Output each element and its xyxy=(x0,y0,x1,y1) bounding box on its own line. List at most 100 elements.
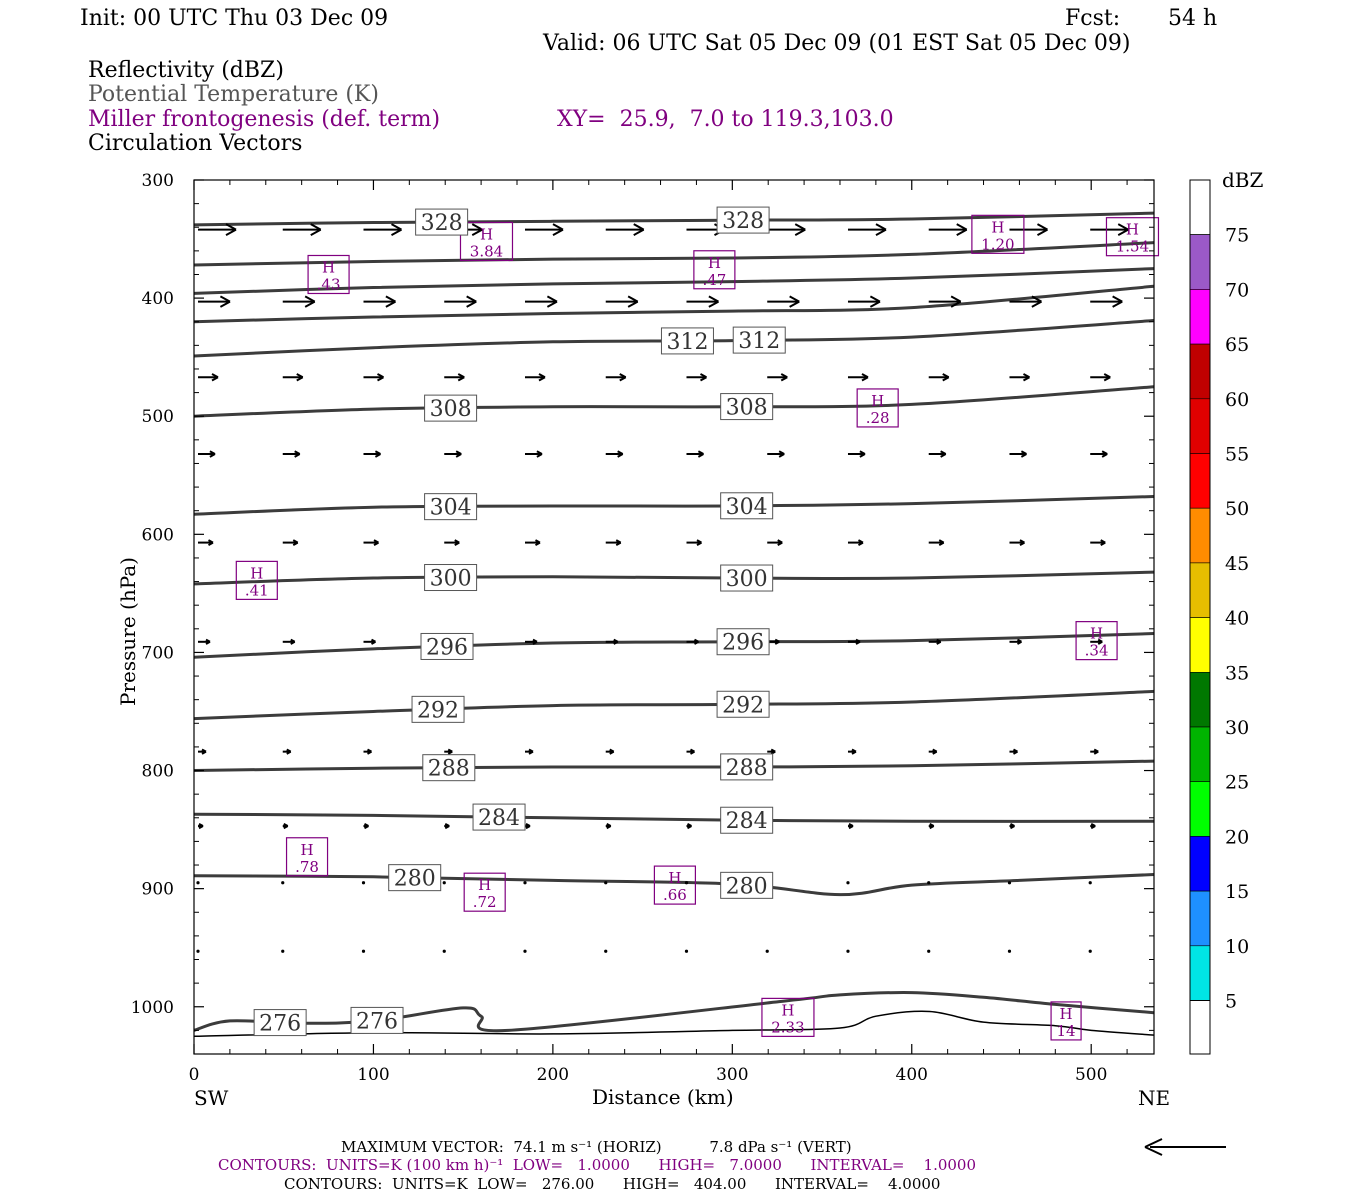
circulation-vector xyxy=(605,539,622,546)
circulation-vector xyxy=(1009,373,1030,382)
circulation-vector xyxy=(198,295,231,308)
theta-contour-label: 300 xyxy=(424,564,478,592)
theta-contour-label: 288 xyxy=(422,754,476,782)
circulation-vector xyxy=(1009,223,1048,236)
circulation-vector xyxy=(363,373,384,382)
theta-contour-label: 312 xyxy=(660,327,714,355)
frontogenesis-high: H.41 xyxy=(235,560,278,600)
y-tick-label: 400 xyxy=(142,289,174,309)
circulation-vector xyxy=(605,223,645,236)
svg-text:312: 312 xyxy=(666,330,708,355)
theta-contour-label: 288 xyxy=(720,753,774,781)
circulation-vector xyxy=(524,748,534,755)
theta-contour-296 xyxy=(194,632,1154,659)
x-tick-label: 0 xyxy=(189,1065,200,1085)
theta-contour-328 xyxy=(194,211,1154,227)
y-tick-label: 700 xyxy=(142,643,174,663)
colorbar-label: 55 xyxy=(1225,444,1249,466)
circulation-vector xyxy=(196,949,200,953)
circulation-vector xyxy=(1007,949,1012,953)
svg-text:288: 288 xyxy=(726,756,768,781)
svg-text:.28: .28 xyxy=(866,409,890,427)
frontogenesis-high: H.72 xyxy=(463,872,506,912)
circulation-vector xyxy=(524,539,541,546)
theta-contour-292 xyxy=(194,689,1154,721)
theta-contour-label: 308 xyxy=(720,393,774,421)
circulation-vector xyxy=(363,822,369,830)
colorbar-swatch xyxy=(1189,726,1211,783)
circulation-vector xyxy=(363,539,379,546)
plot-frame xyxy=(193,179,1155,1055)
colorbar-swatch xyxy=(1189,398,1211,454)
theta-contour-label: 276 xyxy=(253,1009,307,1037)
circulation-vector xyxy=(282,539,299,546)
colorbar-swatch xyxy=(1189,836,1211,892)
circulation-vector xyxy=(928,295,962,308)
colorbar-label: 45 xyxy=(1225,553,1249,575)
colorbar-label: 10 xyxy=(1225,936,1249,958)
colorbar-swatch xyxy=(1189,507,1211,564)
svg-text:H: H xyxy=(991,218,1004,236)
svg-text:300: 300 xyxy=(726,567,768,592)
svg-text:.72: .72 xyxy=(473,893,497,911)
circulation-vector xyxy=(444,373,465,382)
field-reflectivity: Reflectivity (dBZ) xyxy=(88,58,284,83)
valid-time: Valid: 06 UTC Sat 05 Dec 09 (01 EST Sat … xyxy=(543,31,1131,56)
x-end-left: SW xyxy=(194,1086,229,1110)
circulation-vector xyxy=(686,539,702,546)
colorbar-swatch xyxy=(1189,453,1211,509)
y-tick-label: 600 xyxy=(142,525,174,545)
circulation-vector xyxy=(605,822,612,830)
theta-contour-324 xyxy=(194,241,1154,267)
circulation-vector xyxy=(686,450,704,458)
svg-text:H: H xyxy=(480,225,493,243)
circulation-vector xyxy=(1009,748,1018,755)
svg-text:2.33: 2.33 xyxy=(771,1018,804,1036)
circulation-vector xyxy=(361,949,366,953)
circulation-vector xyxy=(1088,949,1092,953)
colorbar-label: 60 xyxy=(1225,389,1249,411)
theta-contour-308 xyxy=(194,385,1154,418)
cross-section-xy: XY= 25.9, 7.0 to 119.3,103.0 xyxy=(557,107,894,132)
theta-contour-label: 296 xyxy=(420,632,474,660)
circulation-vector xyxy=(363,223,402,236)
svg-text:328: 328 xyxy=(722,209,764,234)
circulation-vector xyxy=(524,373,546,382)
y-axis-title: Pressure (hPa) xyxy=(116,557,140,706)
svg-text:284: 284 xyxy=(726,809,768,834)
frontogenesis-high: H3.84 xyxy=(459,221,514,262)
svg-text:1.54: 1.54 xyxy=(1116,238,1149,256)
colorbar-label: 20 xyxy=(1225,826,1249,848)
svg-text:.66: .66 xyxy=(663,886,687,904)
circulation-vector xyxy=(523,949,527,953)
left-arrow-icon xyxy=(1144,1138,1163,1156)
svg-text:14: 14 xyxy=(1057,1022,1076,1040)
svg-text:280: 280 xyxy=(726,874,768,899)
circulation-vector xyxy=(361,881,366,885)
theta-contour-304 xyxy=(194,495,1154,516)
x-tick-label: 500 xyxy=(1075,1065,1107,1085)
colorbar-label: 25 xyxy=(1225,772,1249,794)
circulation-vector xyxy=(1090,295,1123,308)
circulation-vector xyxy=(444,748,453,755)
circulation-vector xyxy=(1090,539,1106,546)
circulation-vector xyxy=(605,373,627,382)
circulation-vector xyxy=(1090,638,1103,645)
theta-contour-label: 276 xyxy=(350,1006,404,1034)
circulation-vector xyxy=(444,295,477,308)
colorbar-swatch xyxy=(1189,234,1211,290)
svg-text:H: H xyxy=(478,876,491,894)
theta-contour-316 xyxy=(194,284,1154,324)
theta-contour-label: 304 xyxy=(424,493,478,521)
circulation-vector xyxy=(363,450,381,458)
svg-text:276: 276 xyxy=(356,1009,398,1034)
y-tick-label: 1000 xyxy=(131,998,174,1018)
contours-theta-text: CONTOURS: UNITS=K LOW= 276.00 HIGH= 404.… xyxy=(284,1175,941,1193)
circulation-vector xyxy=(198,748,207,755)
circulation-vector xyxy=(847,295,881,308)
x-tick-label: 200 xyxy=(537,1065,569,1085)
circulation-vector xyxy=(928,748,938,755)
circulation-vector xyxy=(928,223,968,236)
circulation-vector xyxy=(847,223,887,236)
circulation-vector xyxy=(524,638,538,645)
